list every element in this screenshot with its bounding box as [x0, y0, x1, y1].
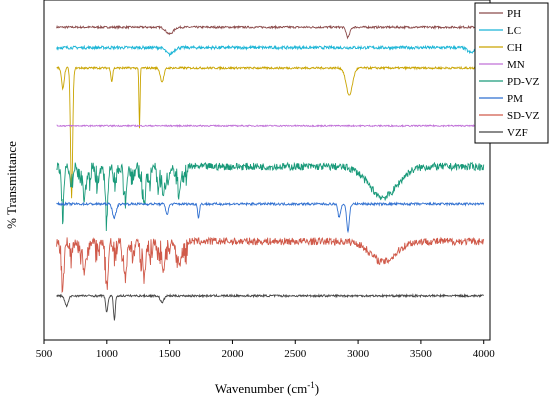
x-axis: 500 1000 1500 2000 2500 3000 3500 4000	[36, 340, 495, 360]
spectrum-line-mn	[56, 123, 484, 128]
spectra-group	[56, 24, 485, 321]
legend-label-pm: PM	[507, 93, 523, 105]
x-tick-label: 2000	[221, 348, 244, 360]
spectrum-line-vzf	[56, 293, 485, 321]
spectrum-line-pd-vz	[56, 161, 485, 232]
spectrum-line-ph	[56, 24, 485, 40]
legend-label-ch: CH	[507, 42, 522, 54]
x-tick-label: 1000	[96, 348, 119, 360]
spectrum-line-lc	[56, 44, 485, 58]
x-tick-label: 1500	[159, 348, 182, 360]
plot-frame	[43, 0, 491, 341]
x-axis-title: Wavenumber (cm-1)	[215, 380, 319, 396]
legend-label-lc: LC	[507, 25, 521, 37]
x-tick-label: 3000	[347, 348, 370, 360]
legend-label-pd-vz: PD-VZ	[507, 76, 540, 88]
x-tick-label: 4000	[473, 348, 496, 360]
legend-label-ph: PH	[507, 8, 521, 20]
spectrum-line-ch	[56, 65, 485, 199]
x-tick-label: 500	[36, 348, 53, 360]
legend-label-vzf: VZF	[507, 127, 528, 139]
x-tick-label: 3500	[410, 348, 433, 360]
spectrum-line-pm	[56, 201, 485, 234]
legend-box	[474, 2, 549, 144]
spectrum-line-sd-vz	[56, 236, 485, 294]
x-tick-label: 2500	[284, 348, 307, 360]
legend-label-mn: MN	[507, 59, 525, 71]
y-axis-title: % Transmittance	[4, 141, 19, 229]
legend: PH LC CH MN PD-VZ PM SD-VZ VZF	[474, 2, 549, 144]
legend-label-sd-vz: SD-VZ	[507, 110, 540, 122]
